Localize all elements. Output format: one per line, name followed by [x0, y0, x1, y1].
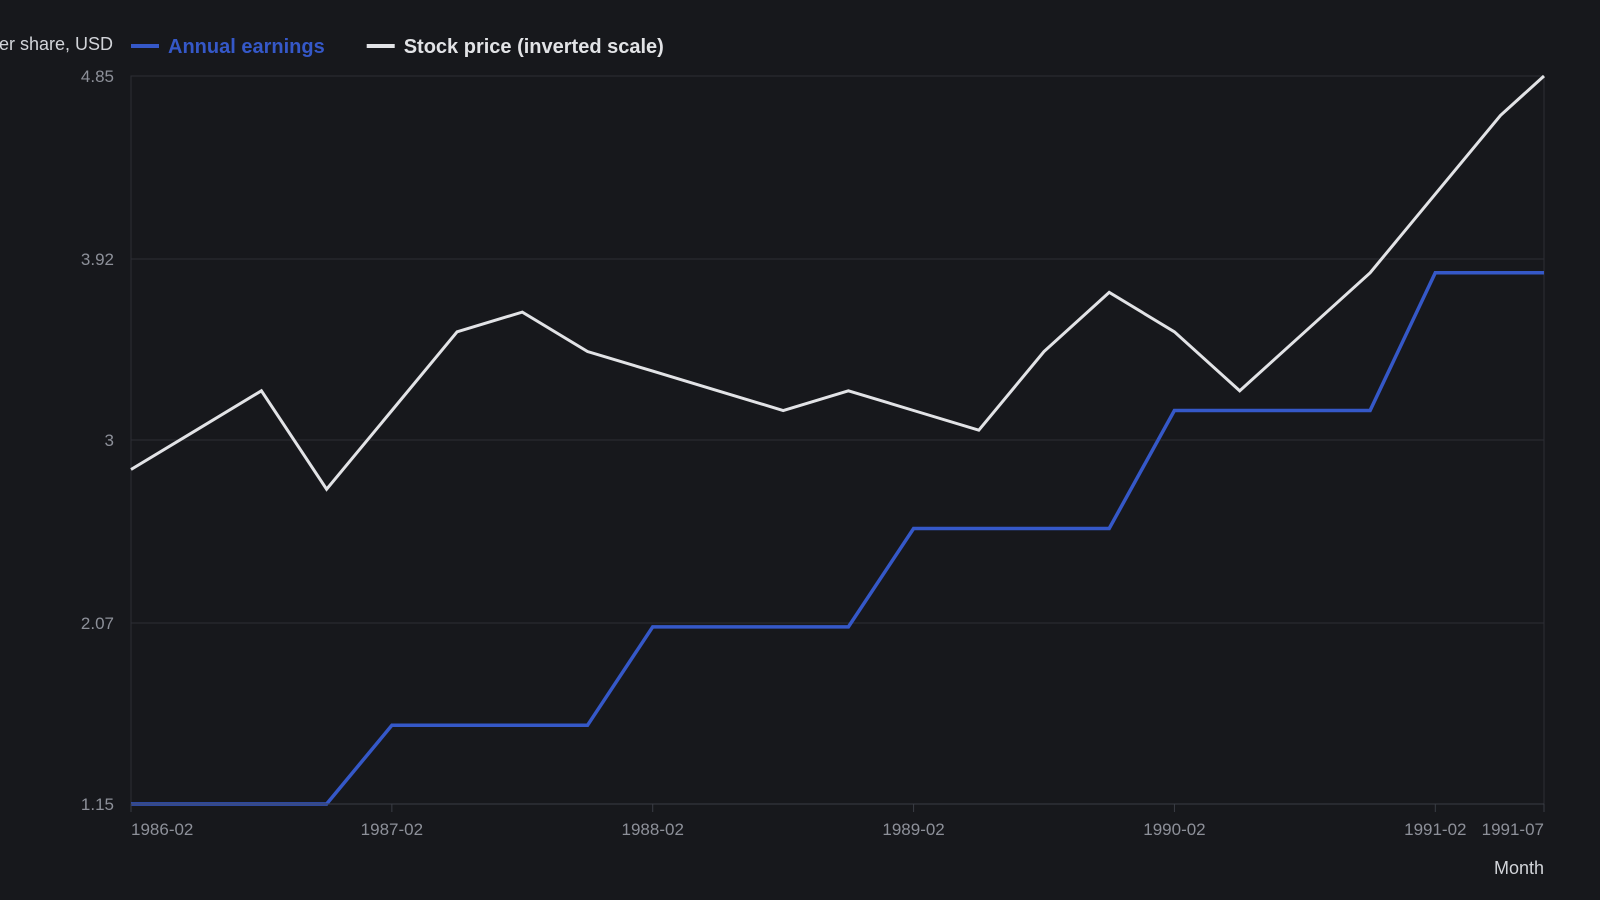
y-tick-label: 3: [105, 431, 114, 450]
legend-label: Stock price (inverted scale): [404, 36, 664, 58]
x-tick-label: 1986-02: [131, 820, 193, 839]
series-line-stock-price: [130, 74, 1546, 492]
x-axis-title: Month: [1494, 858, 1544, 878]
y-tick-label: 4.85: [81, 67, 114, 86]
y-tick-label: 3.92: [81, 250, 114, 269]
series-lines: [130, 74, 1546, 806]
y-tick-label: 1.15: [81, 795, 114, 814]
y-axis-title: Per share, USD: [0, 34, 113, 54]
x-tick-label: 1987-02: [361, 820, 423, 839]
x-tick-label: 1989-02: [882, 820, 944, 839]
gridlines: [130, 75, 1545, 805]
legend: Annual earnings Stock price (inverted sca…: [131, 36, 664, 58]
y-tick-label: 2.07: [81, 614, 114, 633]
series-line-annual-earnings: [131, 271, 1544, 806]
legend-label: Annual earnings: [168, 36, 325, 58]
axes: 1.15 2.07 3 3.92 4.85 1986-02 1987-02 1988-02 19…: [0, 34, 1545, 878]
x-tick-label: 1991-07: [1482, 820, 1544, 839]
x-tick-label: 1988-02: [622, 820, 684, 839]
x-tick-label: 1991-02: [1404, 820, 1466, 839]
x-tick-label: 1990-02: [1143, 820, 1205, 839]
